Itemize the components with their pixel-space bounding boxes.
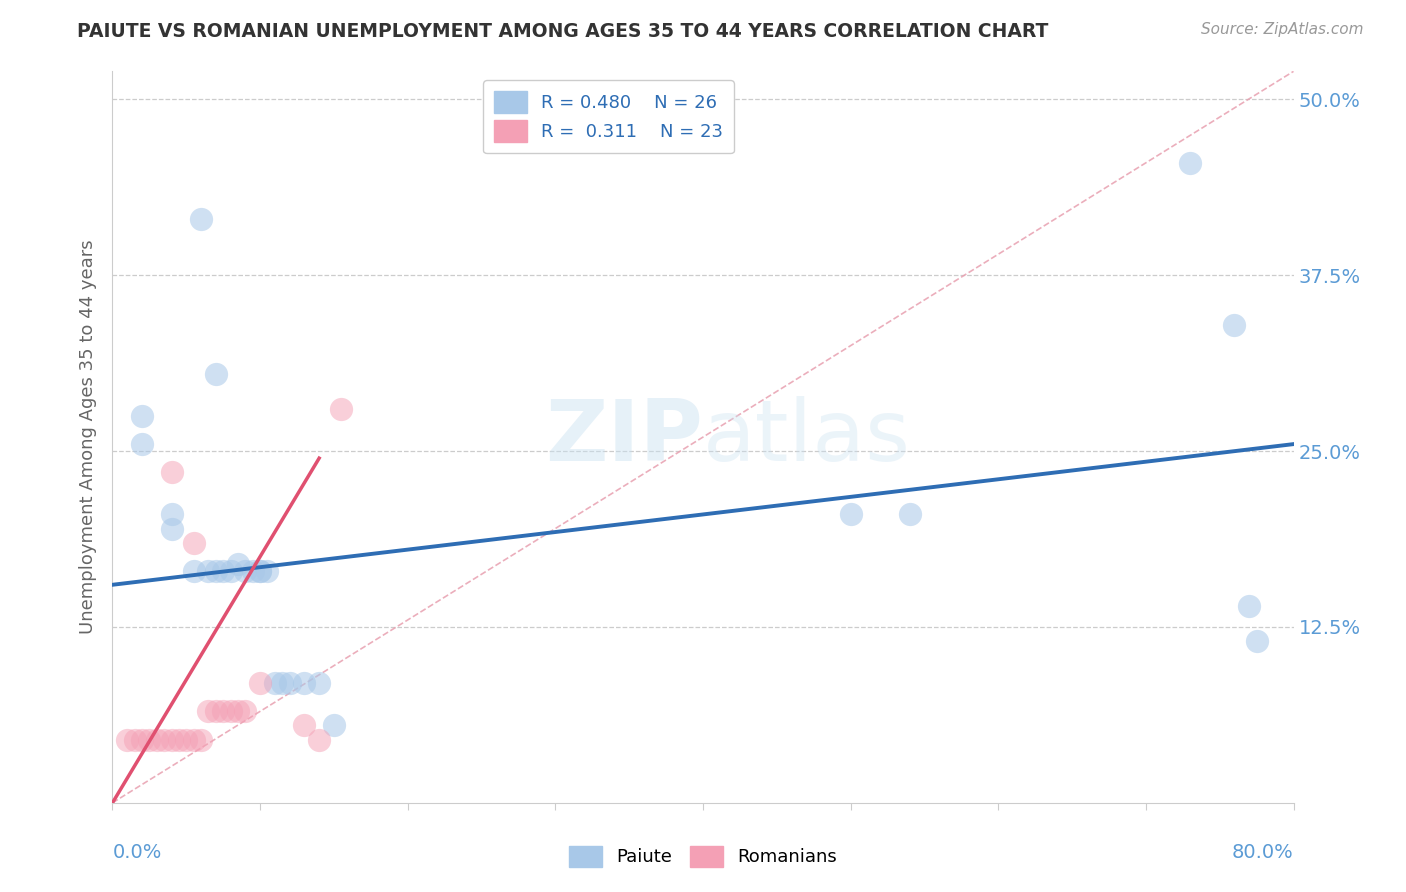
Point (264, 676, 287, 690)
Point (124, 732, 146, 747)
Point (219, 564, 242, 578)
Text: PAIUTE VS ROMANIAN UNEMPLOYMENT AMONG AGES 35 TO 44 YEARS CORRELATION CHART: PAIUTE VS ROMANIAN UNEMPLOYMENT AMONG AG… (77, 22, 1049, 41)
Point (131, 437, 153, 451)
Text: Source: ZipAtlas.com: Source: ZipAtlas.com (1201, 22, 1364, 37)
Point (190, 732, 212, 747)
Point (233, 564, 256, 578)
Point (226, 557, 249, 571)
Point (898, 508, 921, 522)
Point (190, 212, 212, 227)
Text: 0.0%: 0.0% (112, 843, 162, 862)
Point (205, 564, 228, 578)
Point (249, 676, 271, 690)
Point (330, 401, 353, 416)
Point (219, 705, 242, 719)
Point (249, 564, 271, 578)
Point (197, 705, 219, 719)
Point (131, 732, 153, 747)
Point (183, 535, 205, 549)
Point (197, 564, 219, 578)
Point (205, 705, 228, 719)
Point (1246, 634, 1268, 648)
Text: atlas: atlas (703, 395, 911, 479)
Point (183, 732, 205, 747)
Point (131, 409, 153, 423)
Point (146, 732, 169, 747)
Point (212, 705, 235, 719)
Point (160, 508, 183, 522)
Point (271, 676, 294, 690)
Text: ZIP: ZIP (546, 395, 703, 479)
Point (153, 732, 176, 747)
Point (183, 564, 205, 578)
Point (256, 564, 278, 578)
Point (160, 732, 183, 747)
Legend: R = 0.480    N = 26, R =  0.311    N = 23: R = 0.480 N = 26, R = 0.311 N = 23 (484, 80, 734, 153)
Y-axis label: Unemployment Among Ages 35 to 44 years: Unemployment Among Ages 35 to 44 years (79, 240, 97, 634)
Point (292, 676, 315, 690)
Legend: Paiute, Romanians: Paiute, Romanians (562, 838, 844, 874)
Point (323, 718, 346, 732)
Point (138, 732, 160, 747)
Point (308, 676, 330, 690)
Point (160, 521, 183, 535)
Point (160, 465, 183, 479)
Point (226, 705, 249, 719)
Point (839, 508, 862, 522)
Point (233, 705, 256, 719)
Point (117, 732, 138, 747)
Point (1178, 156, 1201, 170)
Point (249, 564, 271, 578)
Text: 80.0%: 80.0% (1232, 843, 1294, 862)
Point (1239, 599, 1261, 613)
Point (292, 718, 315, 732)
Point (212, 564, 235, 578)
Point (205, 367, 228, 381)
Point (242, 564, 264, 578)
Point (278, 676, 301, 690)
Point (174, 732, 197, 747)
Point (308, 732, 330, 747)
Point (1223, 318, 1246, 332)
Point (167, 732, 190, 747)
